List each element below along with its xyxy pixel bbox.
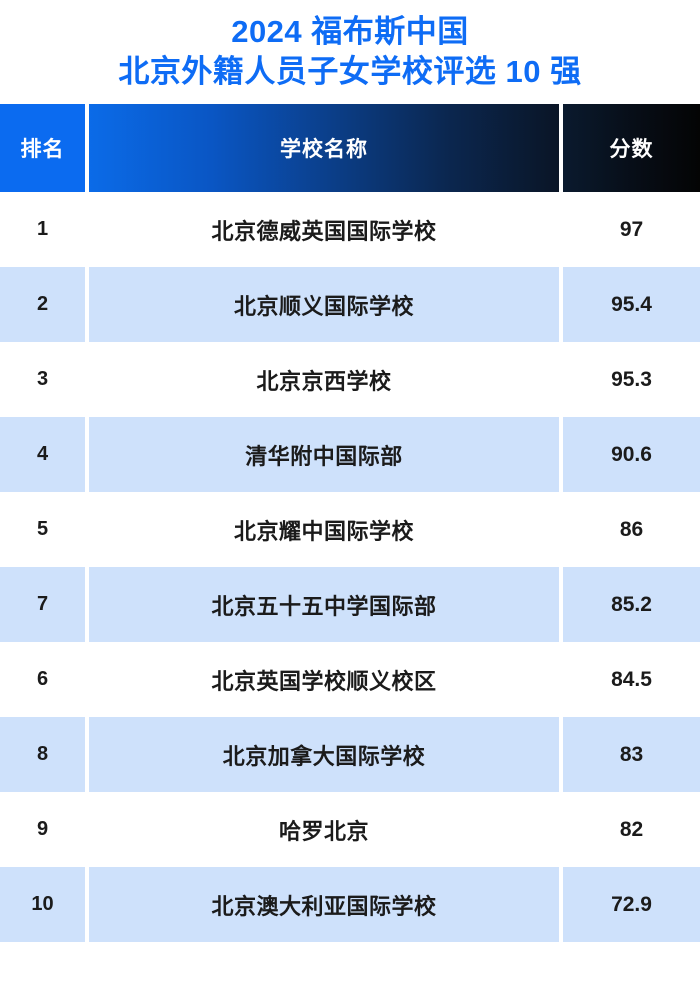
cell-school-name: 清华附中国际部 [89, 417, 559, 493]
cell-gap-2 [559, 567, 563, 643]
cell-school-name: 北京顺义国际学校 [89, 267, 559, 343]
table-row: 10 北京澳大利亚国际学校 72.9 [0, 867, 700, 943]
title-line-2: 北京外籍人员子女学校评选 10 强 [118, 53, 582, 89]
cell-gap-1 [85, 417, 89, 493]
table-header-row: 排名 学校名称 分数 [0, 104, 700, 193]
cell-rank: 5 [0, 492, 85, 568]
header-gap-2 [559, 104, 563, 193]
cell-school-name: 北京耀中国际学校 [89, 492, 559, 568]
cell-rank: 4 [0, 417, 85, 493]
cell-score: 95.3 [563, 342, 700, 418]
cell-school-name: 北京京西学校 [89, 342, 559, 418]
cell-rank: 6 [0, 642, 85, 718]
table-row: 8 北京加拿大国际学校 83 [0, 717, 700, 793]
cell-gap-2 [559, 267, 563, 343]
cell-rank: 9 [0, 792, 85, 868]
cell-gap-1 [85, 492, 89, 568]
column-header-school-name: 学校名称 [89, 104, 559, 193]
header-gap-1 [85, 104, 89, 193]
cell-school-name: 北京英国学校顺义校区 [89, 642, 559, 718]
cell-score: 90.6 [563, 417, 700, 493]
ranking-table: 排名 学校名称 分数 1 北京德威英国国际学校 97 2 北京顺义国际学校 95.4 3 北京… [0, 104, 700, 943]
cell-score: 72.9 [563, 867, 700, 943]
cell-school-name: 北京澳大利亚国际学校 [89, 867, 559, 943]
cell-rank: 3 [0, 342, 85, 418]
cell-school-name: 北京德威英国国际学校 [89, 192, 559, 268]
table-body: 1 北京德威英国国际学校 97 2 北京顺义国际学校 95.4 3 北京京西学校 95.3 4 清华… [0, 192, 700, 943]
cell-score: 95.4 [563, 267, 700, 343]
table-row: 9 哈罗北京 82 [0, 792, 700, 868]
cell-score: 83 [563, 717, 700, 793]
cell-gap-2 [559, 717, 563, 793]
table-row: 4 清华附中国际部 90.6 [0, 417, 700, 493]
cell-rank: 7 [0, 567, 85, 643]
table-row: 2 北京顺义国际学校 95.4 [0, 267, 700, 343]
table-row: 1 北京德威英国国际学校 97 [0, 192, 700, 268]
cell-gap-2 [559, 642, 563, 718]
title-line-1: 2024 福布斯中国 [231, 14, 469, 49]
cell-gap-1 [85, 642, 89, 718]
cell-gap-2 [559, 417, 563, 493]
cell-gap-1 [85, 567, 89, 643]
cell-score: 84.5 [563, 642, 700, 718]
cell-gap-2 [559, 342, 563, 418]
cell-gap-1 [85, 792, 89, 868]
cell-rank: 2 [0, 267, 85, 343]
cell-school-name: 北京加拿大国际学校 [89, 717, 559, 793]
page-title: 2024 福布斯中国 北京外籍人员子女学校评选 10 强 [0, 0, 700, 91]
cell-gap-1 [85, 192, 89, 268]
cell-gap-2 [559, 192, 563, 268]
cell-gap-1 [85, 717, 89, 793]
cell-gap-1 [85, 342, 89, 418]
table-row: 6 北京英国学校顺义校区 84.5 [0, 642, 700, 718]
cell-score: 82 [563, 792, 700, 868]
cell-gap-2 [559, 867, 563, 943]
cell-school-name: 北京五十五中学国际部 [89, 567, 559, 643]
table-row: 3 北京京西学校 95.3 [0, 342, 700, 418]
table-header: 排名 学校名称 分数 [0, 104, 700, 193]
cell-gap-2 [559, 492, 563, 568]
column-header-rank: 排名 [0, 104, 85, 193]
column-header-score: 分数 [563, 104, 700, 193]
table-row: 5 北京耀中国际学校 86 [0, 492, 700, 568]
cell-rank: 10 [0, 867, 85, 943]
cell-score: 86 [563, 492, 700, 568]
cell-school-name: 哈罗北京 [89, 792, 559, 868]
cell-gap-1 [85, 867, 89, 943]
cell-rank: 1 [0, 192, 85, 268]
cell-score: 97 [563, 192, 700, 268]
cell-score: 85.2 [563, 567, 700, 643]
table-row: 7 北京五十五中学国际部 85.2 [0, 567, 700, 643]
cell-rank: 8 [0, 717, 85, 793]
cell-gap-2 [559, 792, 563, 868]
cell-gap-1 [85, 267, 89, 343]
